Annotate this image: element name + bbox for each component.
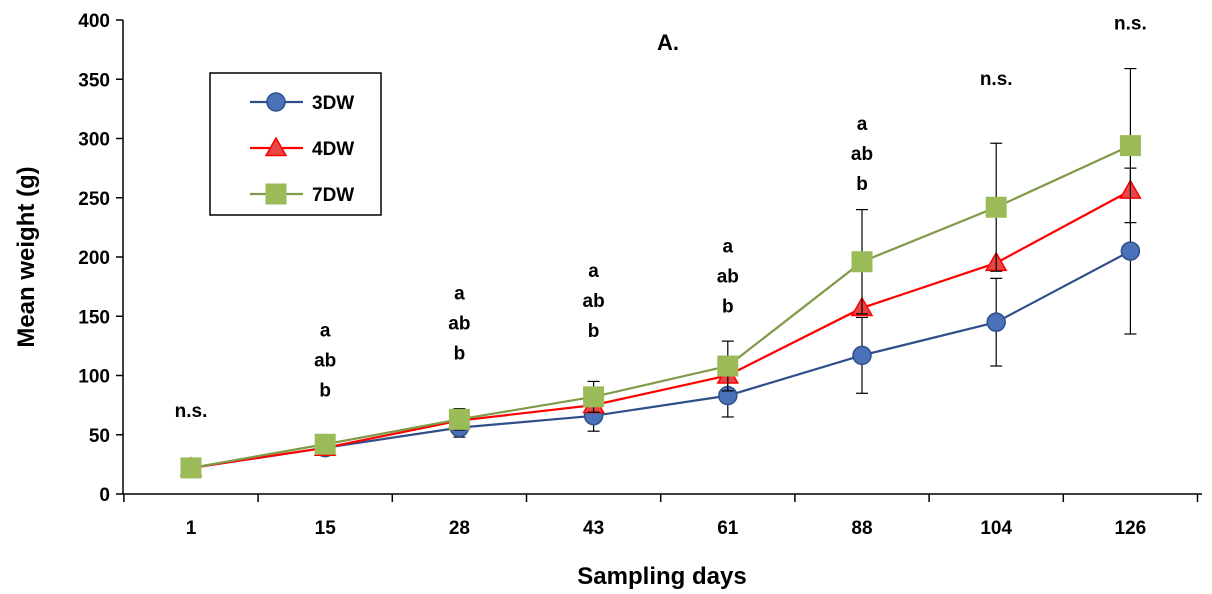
y-tick-label: 300 — [78, 130, 110, 151]
significance-label: ab — [448, 314, 470, 335]
data-point — [1119, 135, 1141, 157]
significance-label: n.s. — [175, 401, 208, 422]
y-axis-title: Mean weight (g) — [13, 166, 40, 347]
significance-label: b — [454, 344, 466, 365]
data-point — [985, 196, 1007, 218]
significance-label: b — [856, 174, 868, 195]
series-line — [190, 189, 1131, 470]
y-tick-label: 350 — [78, 70, 110, 91]
significance-label: a — [588, 261, 599, 282]
series-7DW — [180, 67, 1141, 479]
x-tick-label: 61 — [717, 518, 739, 539]
legend: 3DW 4DW 7DW — [209, 72, 382, 216]
x-axis-title: Sampling days — [577, 563, 746, 590]
data-point — [583, 386, 605, 408]
panel-title: A. — [657, 30, 679, 55]
x-tick-label: 43 — [583, 518, 604, 539]
significance-label: ab — [717, 266, 739, 287]
x-tick-label: 28 — [449, 518, 470, 539]
x-tick-label: 1 — [186, 518, 197, 539]
significance-label: a — [454, 284, 465, 305]
legend-marker — [264, 136, 288, 157]
significance-label: ab — [851, 144, 873, 165]
data-point — [1120, 241, 1141, 261]
x-ticks: 1 15 28 43 61 88 104 126 — [123, 494, 1199, 539]
legend-label: 3DW — [312, 93, 354, 114]
annotation-layer: n.s. a ab b a ab b a ab b a ab b a ab b n.s. n.s. — [175, 13, 1147, 421]
series-line — [190, 250, 1131, 470]
legend-label: 7DW — [312, 185, 354, 206]
y-tick-label: 0 — [99, 485, 110, 506]
significance-label: ab — [314, 350, 336, 371]
y-tick-label: 50 — [89, 426, 110, 447]
y-tick-label: 200 — [78, 248, 110, 269]
legend-label: 4DW — [312, 139, 354, 160]
data-point — [448, 408, 470, 430]
x-tick-label: 104 — [980, 518, 1012, 539]
series-line — [190, 144, 1131, 470]
significance-label: ab — [583, 291, 605, 312]
data-point — [180, 457, 202, 479]
significance-label: a — [723, 236, 734, 257]
y-tick-label: 400 — [78, 11, 110, 32]
y-tick-label: 150 — [78, 307, 110, 328]
data-point — [852, 345, 872, 366]
significance-label: n.s. — [980, 69, 1013, 90]
y-tick-label: 100 — [78, 367, 110, 388]
significance-label: a — [320, 320, 331, 341]
significance-label: n.s. — [1114, 13, 1147, 34]
significance-label: a — [857, 114, 868, 135]
legend-marker — [266, 92, 286, 112]
data-point — [851, 251, 873, 273]
data-point — [986, 312, 1006, 332]
legend-box — [209, 72, 382, 216]
significance-label: b — [588, 321, 600, 342]
data-point — [717, 355, 739, 377]
significance-label: b — [319, 380, 331, 401]
x-tick-label: 88 — [851, 518, 872, 539]
x-tick-label: 15 — [315, 518, 337, 539]
y-tick-label: 250 — [78, 189, 110, 210]
x-tick-label: 126 — [1115, 518, 1147, 539]
y-ticks: 0 50 100 150 200 250 300 350 400 — [78, 11, 123, 506]
series-layer — [179, 67, 1142, 479]
significance-label: b — [722, 296, 734, 317]
data-point — [314, 433, 336, 455]
legend-marker — [265, 183, 287, 205]
